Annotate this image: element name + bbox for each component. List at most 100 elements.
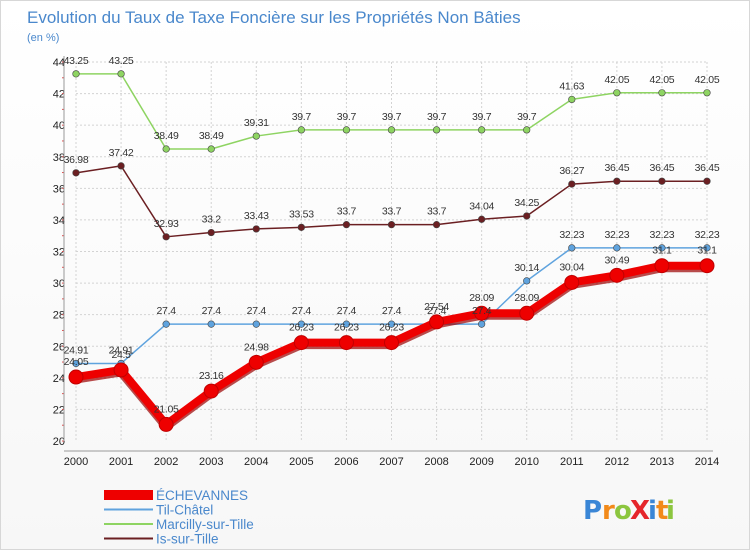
data-point [613,244,621,252]
x-tick-label: 2001 [109,456,133,468]
data-point [429,314,445,330]
data-point [658,244,666,252]
data-label: 32.23 [695,229,720,241]
data-label: 27.4 [427,305,447,317]
x-tick-label: 2007 [379,456,403,468]
data-point [293,335,309,351]
chart-title: Evolution du Taux de Taxe Foncière sur l… [27,8,521,27]
data-point [568,180,576,188]
x-tick-label: 2008 [424,456,448,468]
data-label: 32.23 [559,229,584,241]
data-label: 26.23 [379,322,404,334]
data-point [162,233,170,241]
data-point [72,70,80,78]
data-point [203,383,219,399]
x-tick-label: 2011 [560,456,584,468]
data-label: 27.4 [472,305,492,317]
data-label: 38.49 [154,130,179,142]
data-point [609,267,625,283]
data-label: 24.5 [111,349,131,361]
data-label: 33.43 [244,210,269,222]
data-label: 36.98 [64,154,89,166]
data-point [342,221,351,229]
y-tick-label: 34 [53,215,65,227]
data-point [564,274,580,290]
data-label: 24.91 [64,344,89,356]
brand-letter: t [656,496,668,526]
data-point [252,320,260,328]
data-point [207,145,215,153]
unit-label: (en %) [27,32,59,44]
data-label: 39.7 [472,111,492,123]
data-point [252,132,260,140]
data-point [568,95,576,104]
x-tick-label: 2009 [469,456,493,468]
data-point [248,354,264,370]
x-tick-label: 2005 [289,456,313,468]
data-point [519,305,535,321]
x-tick-label: 2006 [334,456,358,468]
data-label: 39.7 [517,111,537,123]
data-label: 24.91 [109,344,134,356]
data-point [297,320,305,328]
data-label: 42.05 [650,74,675,86]
data-label: 27.4 [202,305,222,317]
data-label: 32.23 [650,229,675,241]
data-point [387,320,396,328]
data-point [342,320,351,328]
data-label: 43.25 [109,55,134,67]
data-point [342,126,351,134]
data-label: 42.05 [695,74,720,86]
data-label: 33.2 [202,214,222,226]
data-label: 27.54 [424,301,449,313]
data-point [658,89,666,97]
data-label: 24.05 [64,356,89,368]
data-label: 39.7 [292,111,312,123]
brand-letter: X [630,496,650,526]
data-point [474,305,490,321]
data-label: 27.4 [292,305,312,317]
data-point [703,244,711,252]
data-label: 33.7 [382,206,402,218]
data-point [117,162,125,170]
data-point [72,169,80,177]
y-tick-label: 42 [53,89,65,101]
data-label: 39.7 [337,111,357,123]
data-point [613,177,621,185]
data-label: 27.4 [337,305,357,317]
legend-label: Marcilly-sur-Tille [156,517,254,532]
data-point [384,335,399,351]
data-label: 26.23 [289,322,314,334]
y-tick-label: 20 [53,436,65,448]
data-point [72,359,80,368]
x-tick-label: 2014 [695,456,719,468]
data-label: 27.4 [247,305,267,317]
legend-label: Til-Châtel [156,503,213,518]
data-point [297,223,305,231]
data-point [699,258,715,274]
y-tick-label: 24 [53,373,65,385]
data-label: 33.7 [427,206,447,218]
x-tick-label: 2004 [244,456,268,468]
data-label: 28.09 [469,292,494,304]
data-label: 28.09 [514,292,539,304]
legend: ÉCHEVANNESTil-ChâtelMarcilly-sur-TilleIs… [104,488,254,547]
data-point [162,145,170,153]
x-tick-label: 2000 [64,456,88,468]
data-label: 39.7 [382,111,402,123]
data-point [207,320,215,328]
y-tick-label: 32 [53,247,65,259]
data-label: 41.63 [559,80,584,92]
brand-letter: r [602,496,615,526]
data-point [478,215,486,223]
x-tick-label: 2013 [650,456,674,468]
data-labels: 43.25 43.25 38.49 38.49 39.31 39.7 39.7 39.7 39.… [64,55,721,416]
legend-label: Is-sur-Tille [156,532,219,547]
data-point [432,126,441,134]
data-point [478,126,486,134]
data-point [613,89,621,97]
data-label: 36.45 [604,162,629,174]
y-tick-label: 28 [53,310,65,322]
